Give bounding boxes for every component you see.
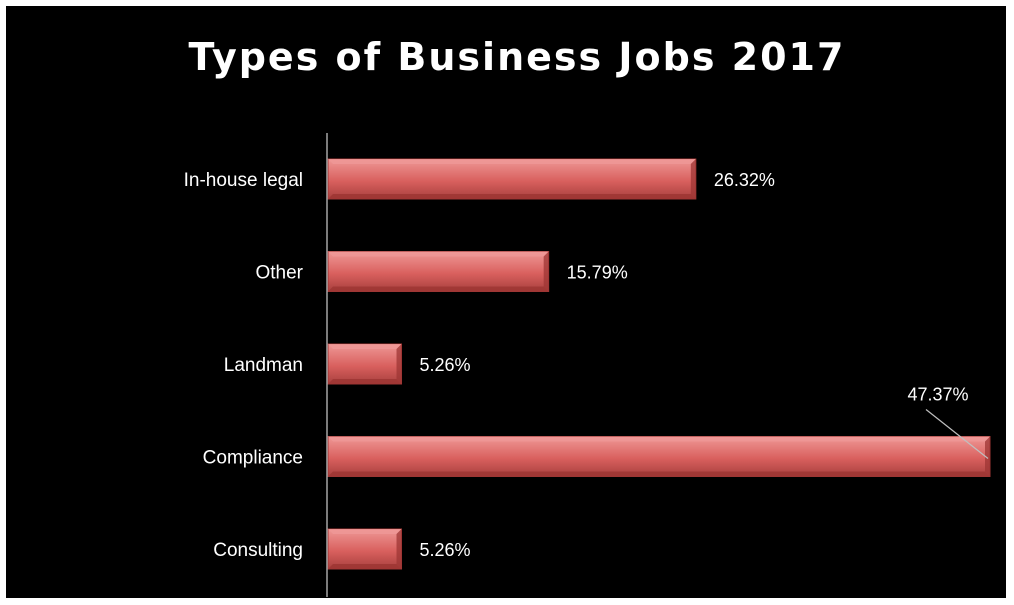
bar-compliance bbox=[327, 436, 991, 477]
bar-in-house-legal-body bbox=[327, 158, 697, 200]
data-label-landman: 5.26% bbox=[420, 355, 471, 375]
data-label-other: 15.79% bbox=[567, 263, 628, 283]
bar-other-bevel-bottom bbox=[328, 286, 549, 292]
category-label-other: Other bbox=[255, 263, 303, 284]
bar-landman-body bbox=[327, 343, 403, 385]
bar-landman bbox=[327, 343, 403, 385]
data-label-compliance: 47.37% bbox=[907, 385, 968, 405]
bar-in-house-legal-bevel-right bbox=[690, 159, 696, 199]
bar-landman-bevel-right bbox=[396, 344, 402, 384]
bar-in-house-legal-bevel-top bbox=[328, 159, 696, 164]
bar-consulting bbox=[327, 528, 403, 570]
bar-other-bevel-top bbox=[328, 251, 549, 257]
bar-consulting-bevel-top bbox=[328, 529, 402, 534]
bar-other bbox=[327, 251, 550, 292]
bar-compliance-bevel-top bbox=[328, 436, 990, 442]
data-label-leader-line bbox=[925, 409, 989, 459]
category-label-compliance: Compliance bbox=[203, 448, 303, 469]
data-label-consulting: 5.26% bbox=[420, 540, 471, 560]
bar-in-house-legal bbox=[327, 158, 697, 200]
bar-compliance-bevel-bottom bbox=[328, 471, 990, 477]
bar-compliance-bevel-right bbox=[985, 436, 990, 477]
bar-landman-bevel-top bbox=[328, 344, 402, 349]
category-label-landman: Landman bbox=[224, 355, 303, 376]
bar-compliance-body bbox=[327, 436, 991, 477]
labels-layer: In-house legal 26.32% Other 15.79% Landman 5.… bbox=[184, 170, 989, 561]
bar-consulting-bevel-bottom bbox=[328, 564, 402, 569]
category-label-consulting: Consulting bbox=[213, 540, 303, 561]
chart-background bbox=[6, 6, 1006, 598]
bar-consulting-bevel-right bbox=[396, 529, 402, 569]
bar-other-body bbox=[327, 251, 550, 292]
bar-consulting-body bbox=[327, 528, 403, 570]
bar-in-house-legal-bevel-bottom bbox=[328, 194, 696, 199]
bars-layer bbox=[327, 158, 991, 570]
chart-title: Types of Business Jobs 2017 bbox=[189, 35, 846, 79]
bar-landman-bevel-bottom bbox=[328, 379, 402, 384]
bar-other-bevel-right bbox=[543, 251, 549, 292]
category-label-in-house-legal: In-house legal bbox=[184, 170, 303, 191]
data-label-in-house-legal: 26.32% bbox=[714, 170, 775, 190]
